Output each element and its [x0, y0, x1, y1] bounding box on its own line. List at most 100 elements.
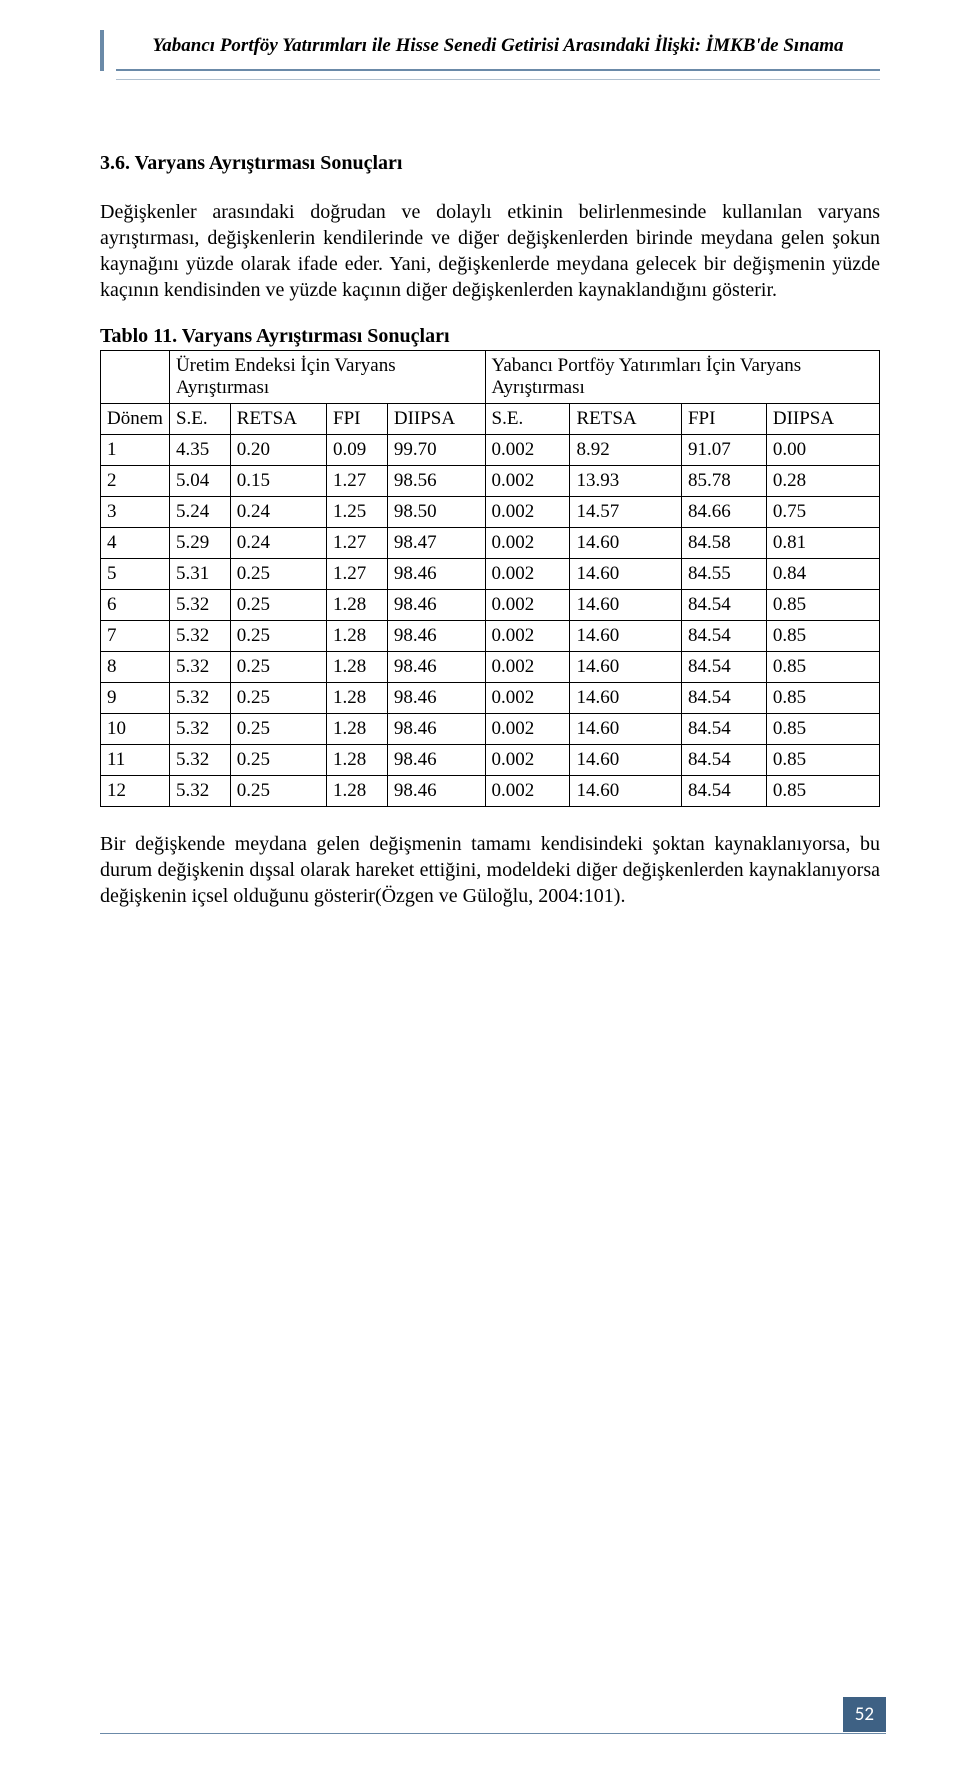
- table-row: 85.320.251.2898.460.00214.6084.540.85: [101, 651, 880, 682]
- table-cell: 11: [101, 744, 170, 775]
- table-cell: 5.32: [169, 620, 230, 651]
- table-body: 14.350.200.0999.700.0028.9291.070.0025.0…: [101, 434, 880, 806]
- table-cell: 0.85: [766, 682, 879, 713]
- table-cell: 5.32: [169, 713, 230, 744]
- table-cell: 1.25: [327, 496, 388, 527]
- table-cell: 98.56: [387, 465, 485, 496]
- table-cell: 0.002: [485, 744, 570, 775]
- paragraph-1: Değişkenler arasındaki doğrudan ve dolay…: [100, 199, 880, 303]
- col-label: FPI: [681, 403, 766, 434]
- table-cell: 0.24: [230, 527, 326, 558]
- table-cell: 0.85: [766, 713, 879, 744]
- table-cell: 14.60: [570, 589, 681, 620]
- col-label: RETSA: [570, 403, 681, 434]
- table-cell: 0.00: [766, 434, 879, 465]
- table-cell: 0.85: [766, 651, 879, 682]
- table-cell: 1.27: [327, 527, 388, 558]
- table-row: 125.320.251.2898.460.00214.6084.540.85: [101, 775, 880, 806]
- table-cell: 98.46: [387, 682, 485, 713]
- table-cell: 84.54: [681, 651, 766, 682]
- table-cell: 1.27: [327, 465, 388, 496]
- table-cell: 0.84: [766, 558, 879, 589]
- table-row: 65.320.251.2898.460.00214.6084.540.85: [101, 589, 880, 620]
- table-cell: 84.54: [681, 775, 766, 806]
- table-cell: 5.32: [169, 744, 230, 775]
- table-cell: 5.32: [169, 589, 230, 620]
- table-cell: 84.54: [681, 744, 766, 775]
- header-block: Yabancı Portföy Yatırımları ile Hisse Se…: [100, 30, 880, 71]
- table-cell: 0.85: [766, 744, 879, 775]
- group-header-left: Üretim Endeksi İçin Varyans Ayrıştırması: [169, 350, 485, 403]
- table-cell: 5.04: [169, 465, 230, 496]
- table-cell: 0.002: [485, 620, 570, 651]
- table-cell: 0.25: [230, 620, 326, 651]
- col-label: DIIPSA: [766, 403, 879, 434]
- table-row: 75.320.251.2898.460.00214.6084.540.85: [101, 620, 880, 651]
- table-cell: 14.60: [570, 620, 681, 651]
- table-cell: 0.20: [230, 434, 326, 465]
- table-cell: 1.28: [327, 775, 388, 806]
- table-cell: 10: [101, 713, 170, 744]
- table-cell: 0.002: [485, 465, 570, 496]
- table-row: 35.240.241.2598.500.00214.5784.660.75: [101, 496, 880, 527]
- table-cell: 98.46: [387, 775, 485, 806]
- table-cell: 84.54: [681, 713, 766, 744]
- col-label: RETSA: [230, 403, 326, 434]
- table-cell: 14.60: [570, 713, 681, 744]
- table-cell: 0.002: [485, 589, 570, 620]
- table-cell: 98.50: [387, 496, 485, 527]
- table-cell: 98.47: [387, 527, 485, 558]
- col-label: Dönem: [101, 403, 170, 434]
- table-cell: 1.28: [327, 744, 388, 775]
- table-cell: 84.54: [681, 620, 766, 651]
- table-cell: 0.81: [766, 527, 879, 558]
- header-rule-top: [116, 69, 880, 71]
- table-cell: 13.93: [570, 465, 681, 496]
- table-group-row: Üretim Endeksi İçin Varyans Ayrıştırması…: [101, 350, 880, 403]
- table-cell: 0.28: [766, 465, 879, 496]
- table-cell: 84.54: [681, 682, 766, 713]
- table-cell: 98.46: [387, 651, 485, 682]
- table-head: Üretim Endeksi İçin Varyans Ayrıştırması…: [101, 350, 880, 434]
- table-cell: 0.15: [230, 465, 326, 496]
- table-cell: 0.002: [485, 682, 570, 713]
- table-cell: 0.25: [230, 713, 326, 744]
- table-cell: 0.25: [230, 558, 326, 589]
- page: Yabancı Portföy Yatırımları ile Hisse Se…: [0, 0, 960, 1770]
- table-cell: 91.07: [681, 434, 766, 465]
- table-row: 25.040.151.2798.560.00213.9385.780.28: [101, 465, 880, 496]
- table-cell: 1.28: [327, 620, 388, 651]
- table-cell: 0.002: [485, 775, 570, 806]
- table-row: 45.290.241.2798.470.00214.6084.580.81: [101, 527, 880, 558]
- running-header: Yabancı Portföy Yatırımları ile Hisse Se…: [116, 30, 880, 69]
- table-cell: 14.60: [570, 558, 681, 589]
- table-caption: Tablo 11. Varyans Ayrıştırması Sonuçları: [100, 325, 880, 348]
- table-cell: 3: [101, 496, 170, 527]
- table-cell: 5.32: [169, 775, 230, 806]
- table-cell: 0.002: [485, 651, 570, 682]
- table-cell: 84.54: [681, 589, 766, 620]
- table-cell: 99.70: [387, 434, 485, 465]
- table-cell: 8.92: [570, 434, 681, 465]
- col-label: FPI: [327, 403, 388, 434]
- table-cell: 1.28: [327, 651, 388, 682]
- table-cell: 0.002: [485, 496, 570, 527]
- table-cell: 14.60: [570, 744, 681, 775]
- table-cell: 0.002: [485, 713, 570, 744]
- table-cell: 5.24: [169, 496, 230, 527]
- table-cell: 5.31: [169, 558, 230, 589]
- table-cell: 84.58: [681, 527, 766, 558]
- table-cell: 1.28: [327, 713, 388, 744]
- table-cell: 84.55: [681, 558, 766, 589]
- table-cell: 0.25: [230, 775, 326, 806]
- table-cell: 12: [101, 775, 170, 806]
- header-rule-bottom: [116, 79, 880, 80]
- table-cell: 98.46: [387, 558, 485, 589]
- group-header-right: Yabancı Portföy Yatırımları İçin Varyans…: [485, 350, 879, 403]
- table-cell: 0.24: [230, 496, 326, 527]
- table-row: 14.350.200.0999.700.0028.9291.070.00: [101, 434, 880, 465]
- table-cell: 0.25: [230, 651, 326, 682]
- table-cell: 98.46: [387, 620, 485, 651]
- table-cell: 14.57: [570, 496, 681, 527]
- table-cell: 1.28: [327, 589, 388, 620]
